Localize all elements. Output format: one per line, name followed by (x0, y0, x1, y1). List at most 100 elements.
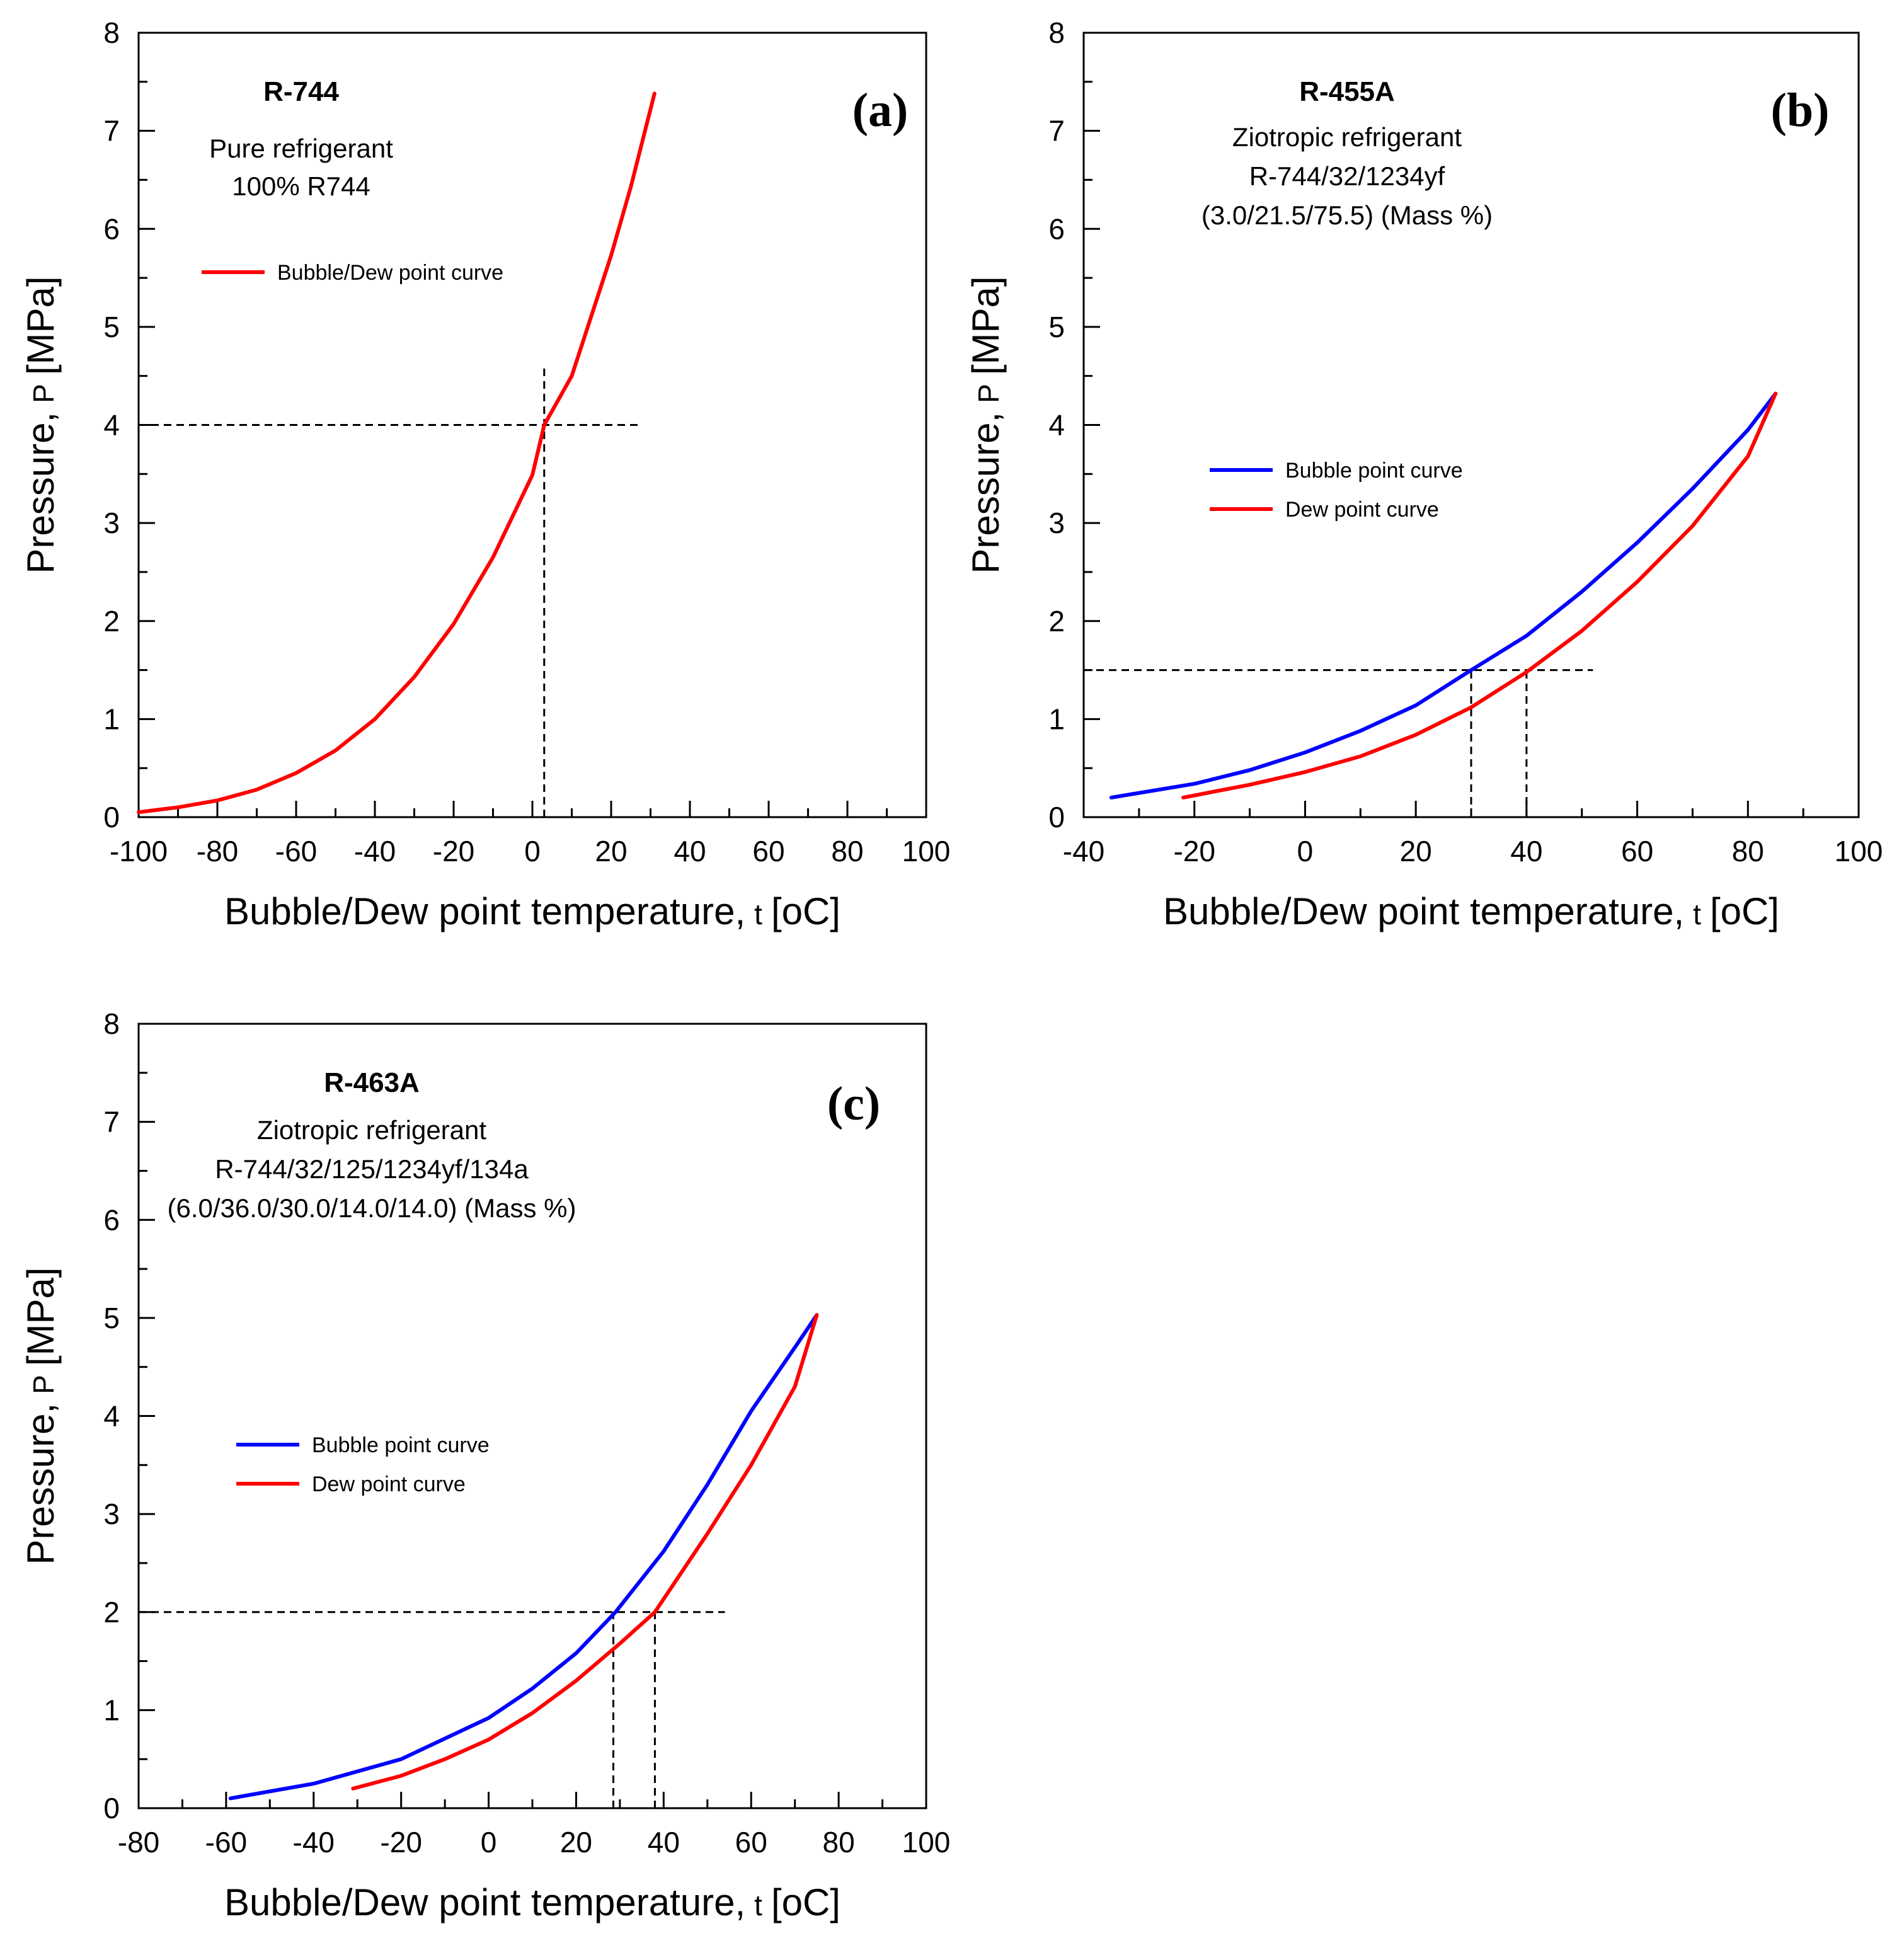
refrigerant-name: R-455A (1299, 76, 1395, 107)
x-tick-label: 40 (1510, 835, 1542, 868)
panel-label: (a) (852, 84, 909, 137)
x-tick-label: 100 (902, 1826, 951, 1859)
y-tick-label: 5 (1048, 311, 1065, 343)
y-axis-variable: P (27, 1375, 60, 1394)
x-axis-title-text: Bubble/Dew point temperature, (224, 890, 745, 932)
x-tick-label: 80 (831, 835, 863, 868)
refrigerant-info-line: R-744/32/1234yf (1249, 161, 1445, 191)
bubble-point-curve-line (228, 1313, 819, 1801)
y-tick-label: 1 (103, 1694, 120, 1726)
x-axis-title: Bubble/Dew point temperature, t [oC] (1163, 890, 1779, 932)
x-tick-label: 40 (674, 835, 706, 868)
y-tick-label: 7 (1048, 115, 1065, 147)
y-tick-label: 1 (103, 702, 120, 735)
y-tick-label: 3 (103, 507, 120, 539)
x-tick-label: -40 (293, 1826, 335, 1859)
dew-point-curve-line (351, 1313, 819, 1791)
x-tick-label: -100 (110, 835, 168, 868)
y-tick-label: 0 (103, 801, 120, 834)
panel-label: (b) (1771, 84, 1830, 137)
x-tick-label: -40 (1063, 835, 1104, 868)
legend-label: Bubble point curve (312, 1433, 490, 1457)
x-axis-unit: [oC] (771, 1881, 840, 1923)
x-tick-label: -20 (433, 835, 474, 868)
x-axis-title-text: Bubble/Dew point temperature, (224, 1881, 745, 1923)
y-tick-label: 2 (1048, 605, 1065, 638)
y-tick-label: 6 (103, 1203, 120, 1236)
x-tick-label: -80 (118, 1826, 159, 1859)
y-tick-label: 8 (1048, 16, 1065, 49)
x-axis-variable: t (754, 898, 762, 931)
x-tick-label: 80 (823, 1826, 855, 1859)
y-axis-unit: [MPa] (20, 1267, 62, 1366)
x-tick-label: 0 (524, 835, 541, 868)
refrigerant-info-line: Ziotropic refrigerant (1232, 122, 1462, 152)
x-tick-label: 0 (481, 1826, 497, 1859)
y-tick-label: 1 (1048, 702, 1065, 735)
x-tick-label: 60 (735, 1826, 767, 1859)
x-tick-label: 20 (1400, 835, 1432, 868)
y-tick-label: 6 (1048, 212, 1065, 245)
refrigerant-name: R-744 (263, 76, 339, 107)
y-tick-label: 3 (103, 1498, 120, 1530)
x-tick-label: -60 (275, 835, 317, 868)
y-tick-label: 5 (103, 1302, 120, 1334)
legend-label: Dew point curve (312, 1472, 466, 1496)
x-axis-title-text: Bubble/Dew point temperature, (1163, 890, 1684, 932)
y-axis-title-text: Pressure, (20, 1403, 62, 1565)
x-axis-title: Bubble/Dew point temperature, t [oC] (224, 1881, 840, 1923)
refrigerant-info-line: Ziotropic refrigerant (257, 1115, 486, 1145)
y-axis-title: Pressure, P [MPa] (20, 1267, 62, 1564)
x-axis-unit: [oC] (1710, 890, 1779, 932)
x-tick-label: 20 (595, 835, 627, 868)
refrigerant-info-line: (6.0/36.0/30.0/14.0/14.0) (Mass %) (167, 1193, 576, 1223)
y-axis-variable: P (27, 384, 60, 403)
y-axis-unit: [MPa] (965, 276, 1007, 375)
x-tick-label: -20 (1173, 835, 1215, 868)
panel-c: -80 -60 -40 -20 0 20 40 60 80 100 0 1 2 3 4 5 6 7 8 Bubble/… (20, 1007, 950, 1923)
y-axis-title: Pressure, P [MPa] (20, 276, 62, 573)
refrigerant-info-line: (3.0/21.5/75.5) (Mass %) (1201, 200, 1493, 230)
x-tick-label: -80 (197, 835, 238, 868)
legend-label: Dew point curve (1285, 498, 1439, 522)
bubble-point-curve-line (1109, 391, 1778, 800)
x-tick-label: 100 (1835, 835, 1883, 868)
y-tick-label: 4 (103, 409, 120, 442)
y-tick-label: 4 (1048, 409, 1065, 442)
y-axis-title-text: Pressure, (20, 412, 62, 574)
y-axis-unit: [MPa] (20, 276, 62, 375)
x-tick-label: 80 (1732, 835, 1764, 868)
panel-label: (c) (827, 1077, 880, 1130)
y-tick-label: 0 (103, 1792, 120, 1825)
refrigerant-name: R-463A (324, 1067, 420, 1098)
y-axis-title: Pressure, P [MPa] (965, 276, 1007, 573)
y-axis-title-text: Pressure, (965, 412, 1007, 574)
x-tick-label: 0 (1297, 835, 1314, 868)
y-tick-label: 4 (103, 1400, 120, 1433)
y-tick-label: 7 (103, 115, 120, 147)
y-tick-label: 3 (1048, 507, 1065, 539)
dew-point-curve-line (1181, 391, 1778, 800)
y-tick-label: 2 (103, 605, 120, 638)
refrigerant-info-line: Pure refrigerant (209, 134, 393, 163)
x-tick-label: 60 (1621, 835, 1653, 868)
panel-a: -100 -80 -60 -40 -20 0 20 40 60 80 100 0 1 2 3 4 5 6 7 8 Bub… (20, 16, 950, 932)
x-tick-label: -60 (205, 1826, 247, 1859)
y-tick-label: 8 (103, 1007, 120, 1040)
y-tick-label: 8 (103, 16, 120, 49)
bubble-dew-point-curve-line (137, 91, 657, 815)
x-tick-label: -20 (380, 1826, 422, 1859)
x-tick-label: 20 (560, 1826, 592, 1859)
y-tick-label: 2 (103, 1596, 120, 1629)
y-tick-label: 6 (103, 212, 120, 245)
x-tick-label: 60 (752, 835, 784, 868)
y-tick-label: 0 (1048, 801, 1065, 834)
y-axis-variable: P (972, 384, 1005, 403)
x-tick-label: -40 (354, 835, 396, 868)
x-axis-variable: t (1693, 898, 1701, 931)
x-tick-label: 40 (648, 1826, 680, 1859)
panel-b: -40 -20 0 20 40 60 80 100 0 1 2 3 4 5 6 7 8 Bubble/Dew po… (965, 16, 1883, 932)
x-axis-unit: [oC] (771, 890, 840, 932)
refrigerant-info-line: 100% R744 (232, 171, 370, 201)
